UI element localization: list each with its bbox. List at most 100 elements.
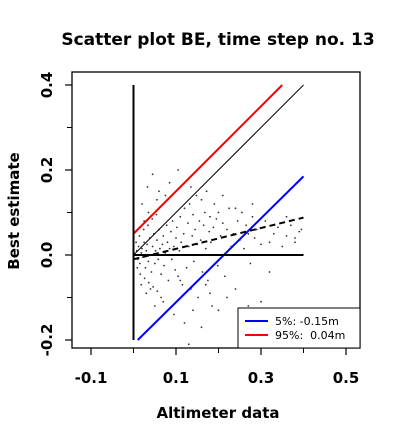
scatter-point xyxy=(164,194,167,197)
scatter-point xyxy=(151,218,154,220)
y-axis-label: Best estimate xyxy=(5,152,23,269)
scatter-point xyxy=(154,249,157,252)
scatter-point xyxy=(149,288,152,290)
scatter-point xyxy=(268,241,271,244)
scatter-point xyxy=(141,203,143,205)
scatter-point xyxy=(253,237,256,239)
scatter-point xyxy=(146,243,149,246)
scatter-point xyxy=(183,207,186,210)
scatter-point xyxy=(199,239,202,242)
scatter-point xyxy=(168,181,171,184)
scatter-point xyxy=(177,275,180,278)
legend-label: 95%: 0.04m xyxy=(275,329,345,342)
scatter-point xyxy=(221,194,224,197)
scatter-point xyxy=(165,224,168,227)
scatter-point xyxy=(173,245,175,248)
scatter-point xyxy=(157,258,160,261)
scatter-point xyxy=(161,243,164,246)
scatter-point xyxy=(176,226,178,229)
scatter-point xyxy=(294,237,296,239)
x-tick-label: 0.1 xyxy=(163,369,190,387)
scatter-point xyxy=(145,292,148,295)
scatter-point xyxy=(137,245,140,248)
scatter-point xyxy=(195,194,198,197)
scatter-point xyxy=(198,220,201,222)
scatter-point xyxy=(210,241,212,244)
scatter-point xyxy=(260,243,262,246)
scatter-point xyxy=(170,258,173,261)
scatter-point xyxy=(144,266,147,269)
scatter-point xyxy=(209,215,211,218)
scatter-point xyxy=(272,232,275,235)
scatter-point xyxy=(192,260,195,263)
x-axis-label: Altimeter data xyxy=(157,404,280,422)
scatter-point xyxy=(147,281,150,284)
scatter-point xyxy=(241,211,243,214)
percentile-5-line xyxy=(137,175,305,341)
scatter-point xyxy=(180,241,183,244)
scatter-point xyxy=(201,271,204,273)
identity-line xyxy=(133,84,304,256)
x-tick-label: 0.5 xyxy=(333,369,360,387)
scatter-point xyxy=(150,271,153,273)
scatter-point xyxy=(171,220,174,222)
scatter-point xyxy=(224,275,226,278)
scatter-point xyxy=(151,245,154,248)
y-tick-label: 0.4 xyxy=(38,72,56,99)
scatter-point xyxy=(208,230,211,233)
scatter-point xyxy=(156,239,158,242)
scatter-point xyxy=(234,207,237,210)
y-tick-label: 0.0 xyxy=(38,242,56,269)
scatter-point xyxy=(146,186,149,188)
scatter-point xyxy=(285,215,288,218)
scatter-point xyxy=(205,190,208,193)
scatter-point xyxy=(200,326,203,329)
scatter-point xyxy=(260,300,262,303)
scatter-point xyxy=(143,277,146,280)
scatter-point xyxy=(159,247,161,250)
scatter-point xyxy=(140,252,143,254)
scatter-point xyxy=(173,313,175,316)
scatter-point xyxy=(141,247,143,250)
scatter-point xyxy=(217,309,220,312)
scatter-point xyxy=(147,211,150,214)
chart-title: Scatter plot BE, time step no. 13 xyxy=(61,30,374,50)
scatter-point xyxy=(192,213,194,216)
scatter-point xyxy=(174,269,177,271)
scatter-point xyxy=(245,224,248,227)
scatter-point xyxy=(143,241,146,244)
scatter-point xyxy=(197,296,200,299)
scatter-point xyxy=(156,290,159,292)
scatter-point xyxy=(251,215,254,218)
x-tick-label: -0.1 xyxy=(75,369,108,387)
scatter-point xyxy=(281,245,284,248)
scatter-point xyxy=(187,222,189,225)
y-tick-label: -0.2 xyxy=(38,324,56,357)
scatter-point xyxy=(194,228,197,231)
scatter-point xyxy=(166,241,169,244)
scatter-point xyxy=(234,288,237,290)
scatter-point xyxy=(187,343,190,346)
scatter-point xyxy=(191,235,194,237)
scatter-point xyxy=(236,220,239,222)
scatter-point xyxy=(217,211,220,214)
scatter-point xyxy=(200,198,203,201)
scatter-point xyxy=(204,283,207,286)
scatter-point xyxy=(298,230,301,233)
scatter-point xyxy=(155,213,158,216)
scatter-point xyxy=(175,237,177,239)
scatter-point xyxy=(213,203,216,205)
scatter-point xyxy=(153,305,156,307)
scatter-point xyxy=(228,207,231,210)
scatter-point xyxy=(179,215,182,218)
scatter-point xyxy=(168,247,171,250)
scatter-point xyxy=(215,218,218,220)
scatter-point xyxy=(187,245,190,248)
scatter-point xyxy=(202,224,205,227)
scatter-point xyxy=(147,260,150,263)
percentile-95-line xyxy=(132,84,283,235)
scatter-point xyxy=(179,279,182,282)
scatter-point xyxy=(160,273,163,275)
